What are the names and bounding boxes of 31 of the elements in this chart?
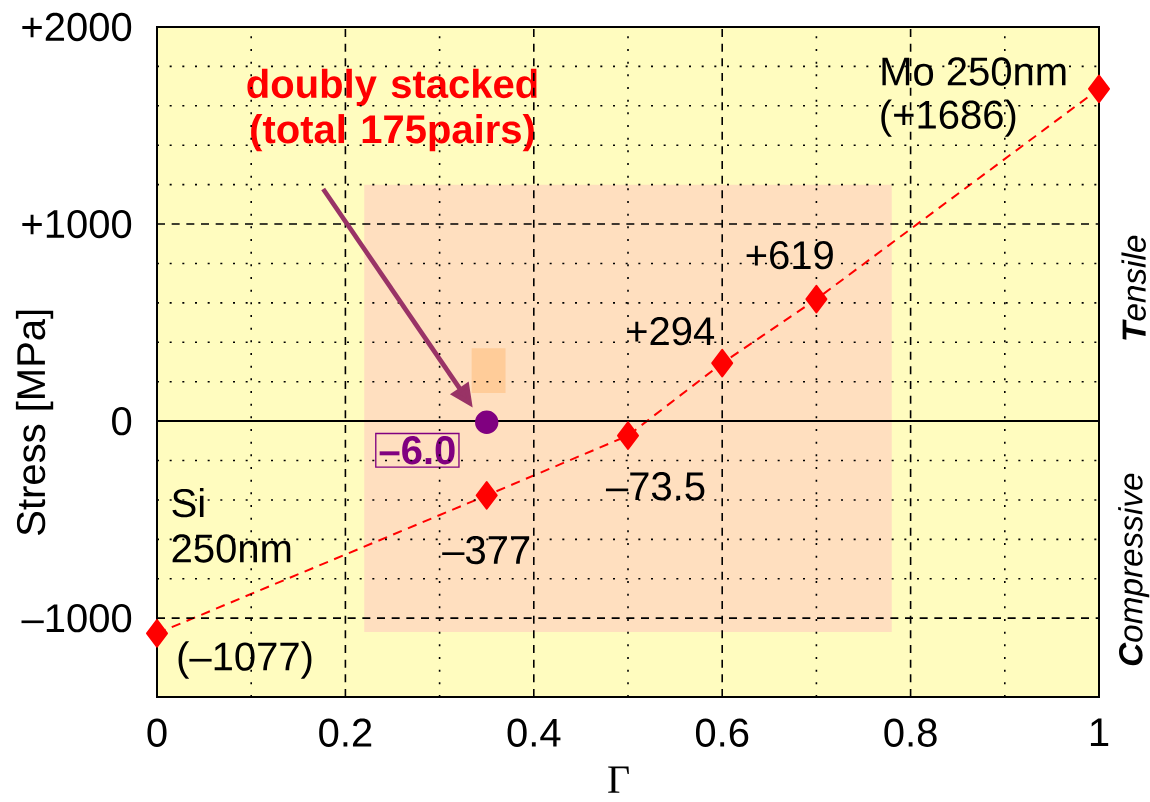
data-label: –6.0: [379, 436, 455, 465]
annotation: Mo 250nm: [882, 57, 1066, 86]
annotation: doubly stacked (total 175pairs): [247, 68, 537, 152]
point: [617, 421, 639, 450]
point: [146, 619, 168, 648]
x-tick-label: 1: [1090, 718, 1109, 747]
point: [711, 348, 734, 378]
data-label: –73.5: [605, 472, 705, 501]
x-axis-title: Γ: [608, 766, 629, 793]
x-tick-label: 0.2: [319, 718, 372, 747]
y-tick-label: +2000: [22, 12, 132, 42]
point: [475, 481, 498, 510]
annotation: Si 250nm: [172, 487, 291, 563]
y-tick-label: +1000: [22, 209, 132, 239]
data-label: (–1077): [178, 641, 312, 679]
data-label: +619: [746, 240, 833, 270]
y-tick-label: 0: [112, 406, 132, 436]
x-tick-label: 0.6: [695, 718, 749, 747]
data-label: –377: [442, 535, 530, 565]
text: Tensile: [1121, 235, 1146, 340]
point: [1088, 74, 1110, 104]
x-tick-label: 0.8: [884, 718, 937, 747]
data-label: +294: [627, 317, 715, 346]
point: [805, 284, 828, 314]
y-tick-label: –1000: [21, 603, 132, 633]
x-tick-label: 0: [147, 718, 167, 747]
data-label: (+1686): [881, 99, 1016, 137]
text: Compressive: [1118, 473, 1150, 666]
y-axis-title: Stress [MPa]: [15, 310, 54, 535]
x-tick-label: 0.4: [507, 718, 561, 747]
point: [475, 410, 499, 434]
